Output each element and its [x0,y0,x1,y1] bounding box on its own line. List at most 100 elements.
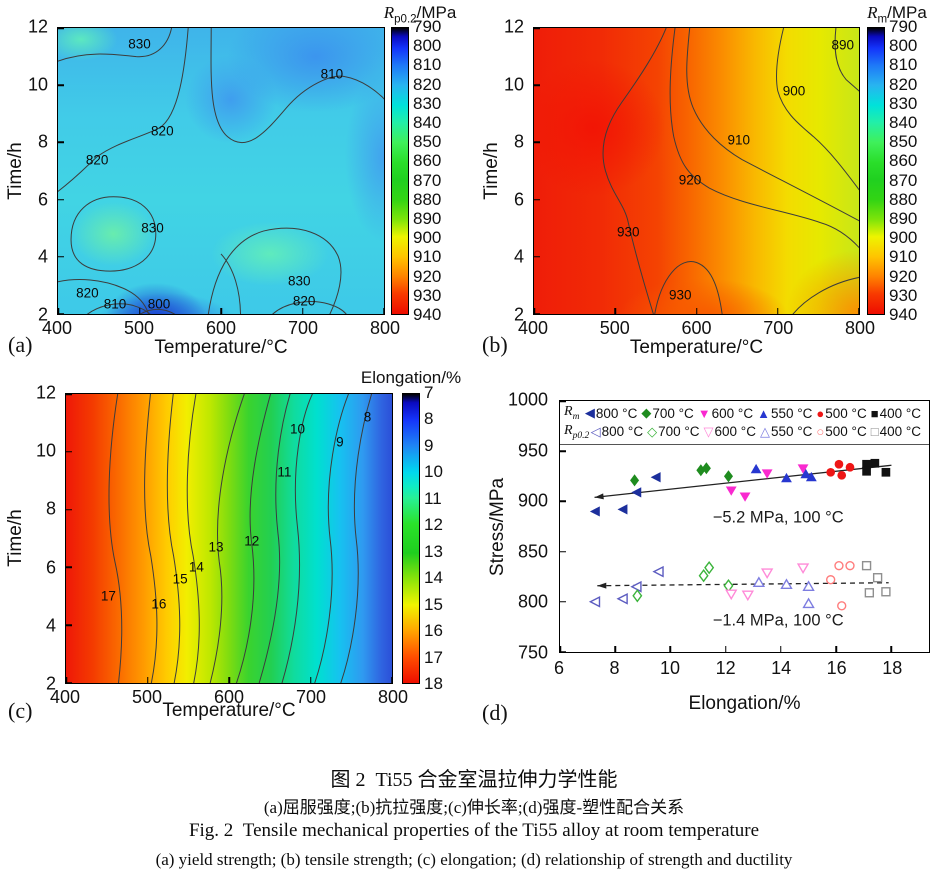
colorbar-tick-label: 820 [413,74,442,94]
legend-marker-icon: ● [816,405,825,421]
colorbar-ticks-c: 7 8 9 10 11 12 13 14 15 16 17 18 [420,383,466,693]
colorbar-tick-label: 810 [889,55,918,75]
scatter-point [872,573,883,583]
legend-entry-label: 550 °C [770,424,813,440]
contour-label: 800 [147,296,171,312]
colorbar-tick-label: 940 [413,305,442,324]
y-tick-label: 4 [45,615,56,636]
colorbar-tick-label: 900 [889,228,918,248]
x-tick-label: 700 [763,318,794,338]
legend-series-label: Rm [564,404,580,422]
colorbar-title-a: Rp0.2/MPa [383,3,457,26]
y-tick-mark [58,141,64,144]
colorbar-tick-label: 15 [424,594,443,614]
scatter-point [616,592,628,605]
legend-marker-icon: ◇ [647,423,658,439]
y-tick-label: 10 [35,440,56,461]
legend-marker-icon: ▽ [703,423,714,439]
colorbar-tick-label: 9 [424,435,434,455]
colorbar-tick-label: 820 [889,74,918,94]
scatter-point [781,472,792,483]
scatter-point [826,467,836,477]
caption-zh-title: 图 2 Ti55 合金室温拉伸力学性能 [330,769,618,791]
scatter-point [802,580,815,592]
colorbar-title-b: Rm/MPa [867,3,927,26]
colorbar-tick-label: 890 [413,209,442,228]
y-tick-label: 4 [37,246,48,267]
y-axis-label-d: Stress/MPa [487,477,508,577]
legend-entry-label: 500 °C [825,405,867,421]
scatter-point [800,468,812,479]
x-axis-label-a: Temperature/°C [154,337,288,358]
contour-plot-yield-strength: 830 810 820 820 830 830 820 810 800 820 [57,27,385,315]
scatter-point [741,590,754,602]
contour-lines-b [534,28,859,314]
colorbar-tick-label: 870 [889,170,918,190]
x-tick-label: 500 [599,318,630,338]
colorbar-tick-label: 940 [889,305,918,324]
contour-label: 14 [188,559,204,575]
colorbar-tick-label: 18 [424,674,443,693]
trend-annotation: −1.4 MPa, 100 °C [712,611,844,630]
scatter-point [780,578,793,590]
legend-entry-label: 500 °C [825,424,867,440]
contour-label: 9 [336,434,344,450]
legend-entry-label: 600 °C [714,424,756,440]
scatter-point [862,466,871,476]
x-tick-label: 12 [715,658,736,678]
colorbar-tick-label: 860 [889,151,918,171]
colorbar-tick-label: 12 [424,515,443,535]
legend-entry-label: 400 °C [879,405,921,421]
x-tick-label: 400 [41,318,73,338]
x-tick-label: 16 [826,658,847,678]
colorbar-tick-label: 880 [413,189,442,209]
scatter-points [588,458,892,611]
colorbar-tick-label: 14 [424,568,443,588]
x-tick-label: 10 [660,658,681,678]
colorbar-tick-label: 920 [889,266,918,286]
scatter-point [630,474,640,487]
y-tick-mark [66,624,72,626]
x-tick-mark [534,308,535,314]
y-tick-mark [534,256,540,258]
x-tick-mark [614,646,616,652]
scatter-point [588,595,601,608]
x-tick-labels-d: 6 8 10 12 14 16 18 [554,658,930,680]
x-tick-mark [309,677,312,683]
trend-arrowhead [594,493,604,500]
scatter-point [845,560,855,571]
colorbar-tick-label: 910 [889,247,918,267]
x-tick-mark [858,308,859,314]
x-tick-mark [835,646,837,652]
y-tick-label: 2 [37,304,48,325]
legend-row: Rp0.2 ◁ 800 °C ◇ 700 °C ▽ 600 °C △ 550 °C ○ 500 °C… [564,423,925,441]
x-tick-label: 800 [844,318,876,338]
legend-entry-label: 700 °C [658,424,700,440]
legend: Rm ◀ 800 °C ◆ 700 °C ▼ 600 °C ▲ 550 °C ● 500 °C ■ 40… [560,401,929,445]
scatter-point [752,576,766,588]
contour-label: 820 [85,152,109,168]
y-tick-label: 6 [45,557,56,578]
y-tick-mark [560,550,566,553]
scatter-plot-strength-ductility: Rm ◀ 800 °C ◆ 700 °C ▼ 600 °C ▲ 550 °C ● 500 °C ■ 40… [559,400,930,653]
scatter-point [837,470,847,480]
panel-label-c: (c) [8,698,33,723]
y-tick-label: 8 [45,498,56,519]
colorbar-c [402,393,420,684]
y-tick-label: 12 [35,382,56,403]
y-tick-label: 8 [513,131,524,152]
x-tick-labels-a: 400 500 600 700 800 [42,318,400,340]
scatter-point [698,569,709,583]
x-tick-label: 400 [517,318,549,338]
colorbar-tick-label: 870 [413,170,442,190]
x-tick-mark [138,308,141,314]
scatter-point [725,486,737,496]
x-tick-mark [780,646,782,652]
contour-label: 820 [76,285,99,301]
colorbar-tick-label: 890 [889,209,918,228]
x-tick-label: 700 [287,318,319,338]
trend-line-dashed [597,582,889,587]
scatter-point [760,568,774,580]
y-tick-label: 2 [513,304,524,325]
scatter-point [870,458,880,468]
